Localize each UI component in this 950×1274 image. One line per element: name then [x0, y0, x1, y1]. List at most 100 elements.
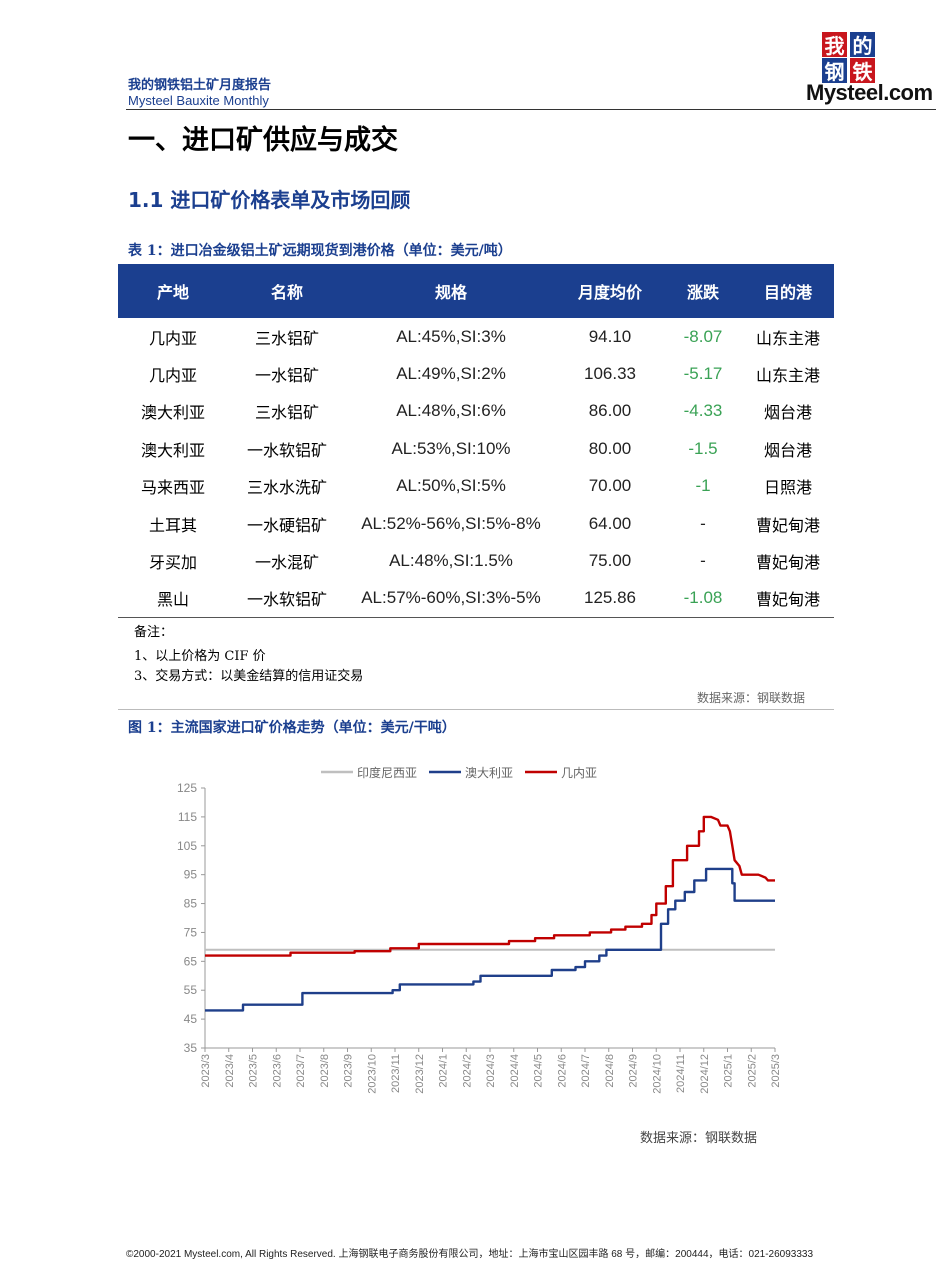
cell-name: 三水水洗矿: [246, 478, 327, 498]
cell-origin: 马来西亚: [140, 478, 205, 498]
cell-change: -4.33: [683, 401, 723, 421]
table-row: 澳大利亚 一水软铝矿 AL:53%,SI:10% 80.00 -1.5 烟台港: [118, 430, 834, 467]
y-tick-label: 55: [184, 983, 198, 997]
cell-spec: AL:45%,SI:3%: [396, 326, 506, 346]
col-header-avg-price: 月度均价: [556, 264, 664, 318]
cell-port: 曹妃甸港: [755, 515, 820, 535]
cell-name: 三水铝矿: [254, 328, 319, 348]
table-caption: 表 1：进口冶金级铝土矿远期现货到港价格（单位：美元/吨）: [128, 243, 512, 259]
x-tick-label: 2024/12: [699, 1054, 711, 1094]
cell-origin: 几内亚: [148, 366, 197, 386]
y-tick-label: 115: [178, 810, 197, 824]
cell-change: -: [700, 513, 706, 533]
col-header-spec: 规格: [346, 264, 556, 318]
cell-port: 山东主港: [755, 328, 820, 348]
x-tick-label: 2023/11: [390, 1054, 402, 1093]
series-line: [205, 815, 775, 957]
cell-origin: 黑山: [118, 579, 228, 619]
cell-port: 日照港: [763, 478, 812, 498]
note-line-2: 3、交易方式：以美金结算的信用证交易: [134, 669, 364, 684]
figure-source: 数据来源：钢联数据: [640, 1131, 758, 1146]
table-row: 几内亚 三水铝矿 AL:45%,SI:3% 94.10 -8.07 山东主港: [118, 318, 834, 355]
cell-avg-price: 75.00: [588, 551, 632, 571]
cell-spec: AL:57%-60%,SI:3%-5%: [346, 579, 556, 619]
cell-port: 曹妃甸港: [755, 553, 820, 573]
x-tick-label: 2023/4: [224, 1054, 236, 1088]
legend-label: 几内亚: [561, 766, 597, 780]
x-tick-label: 2025/1: [723, 1054, 735, 1088]
x-tick-label: 2024/9: [628, 1054, 640, 1088]
col-header-name: 名称: [228, 264, 346, 318]
table-row: 几内亚 一水铝矿 AL:49%,SI:2% 106.33 -5.17 山东主港: [118, 355, 834, 392]
logo-char-4: 铁: [850, 58, 875, 84]
x-tick-label: 2023/5: [248, 1054, 260, 1088]
cell-change: -1.08: [664, 579, 742, 619]
table-source: 数据来源：钢联数据: [697, 691, 806, 705]
cell-port: 烟台港: [763, 440, 812, 460]
cell-avg-price: 86.00: [588, 401, 632, 421]
cell-name: 一水铝矿: [254, 366, 319, 386]
note-label: 备注：: [134, 625, 174, 640]
x-tick-label: 2023/6: [271, 1054, 283, 1088]
y-tick-label: 45: [184, 1012, 198, 1026]
cell-avg-price: 106.33: [584, 364, 636, 384]
report-title-cn: 我的钢铁铝土矿月度报告: [128, 78, 272, 93]
cell-avg-price: 80.00: [588, 438, 632, 458]
y-tick-label: 35: [184, 1041, 198, 1055]
mysteel-logo: 我 的 钢 铁 Mysteel.com: [806, 30, 936, 110]
x-tick-label: 2024/3: [485, 1054, 497, 1088]
section-title: 一、进口矿供应与成交: [128, 125, 398, 156]
cell-spec: AL:50%,SI:5%: [396, 476, 506, 496]
x-tick-label: 2024/8: [604, 1054, 616, 1088]
cell-change: -1.5: [688, 438, 718, 458]
y-tick-label: 105: [177, 839, 197, 853]
figure-caption: 图 1：主流国家进口矿价格走势（单位：美元/干吨）: [128, 720, 456, 736]
cell-name: 一水混矿: [254, 553, 319, 573]
section-divider: [118, 709, 834, 710]
logo-char-3: 钢: [822, 58, 847, 84]
cell-name: 一水硬铝矿: [246, 515, 327, 535]
cell-origin: 牙买加: [148, 553, 197, 573]
y-tick-label: 75: [184, 925, 198, 939]
x-tick-label: 2024/7: [580, 1054, 592, 1088]
x-tick-label: 2023/8: [319, 1054, 331, 1088]
cell-port: 烟台港: [763, 403, 812, 423]
cell-spec: AL:52%-56%,SI:5%-8%: [361, 513, 541, 533]
x-tick-label: 2023/9: [343, 1054, 355, 1088]
x-tick-label: 2023/10: [366, 1054, 378, 1094]
y-tick-label: 65: [184, 954, 198, 968]
note-line-1: 1、以上价格为 CIF 价: [134, 649, 266, 664]
table-row: 澳大利亚 三水铝矿 AL:48%,SI:6% 86.00 -4.33 烟台港: [118, 393, 834, 430]
x-tick-label: 2024/5: [533, 1054, 545, 1088]
cell-change: -8.07: [683, 326, 723, 346]
x-tick-label: 2025/2: [746, 1054, 758, 1088]
cell-spec: AL:48%,SI:1.5%: [389, 551, 513, 571]
cell-origin: 土耳其: [148, 515, 197, 535]
x-tick-label: 2023/7: [295, 1054, 307, 1088]
logo-char-1: 我: [822, 32, 847, 58]
cell-change: -5.17: [683, 364, 723, 384]
x-tick-label: 2023/3: [200, 1054, 212, 1088]
x-tick-label: 2024/10: [651, 1054, 663, 1094]
table-row: 土耳其 一水硬铝矿 AL:52%-56%,SI:5%-8% 64.00 - 曹妃甸港: [118, 505, 834, 542]
cell-avg-price: 70.00: [588, 476, 632, 496]
table-row: 马来西亚 三水水洗矿 AL:50%,SI:5% 70.00 -1 日照港: [118, 468, 834, 505]
x-tick-label: 2024/11: [675, 1054, 687, 1093]
y-tick-label: 125: [177, 781, 197, 795]
table-row: 牙买加 一水混矿 AL:48%,SI:1.5% 75.00 - 曹妃甸港: [118, 542, 834, 579]
table-row: 黑山 一水软铝矿 AL:57%-60%,SI:3%-5% 125.86 -1.08 曹妃甸…: [118, 579, 834, 619]
legend-label: 印度尼西亚: [357, 765, 417, 780]
table-header-row: 产地 名称 规格 月度均价 涨跌 目的港: [118, 264, 834, 318]
cell-port: 曹妃甸港: [742, 579, 834, 619]
col-header-change: 涨跌: [664, 264, 742, 318]
x-tick-label: 2024/1: [438, 1054, 450, 1088]
cell-avg-price: 64.00: [588, 513, 632, 533]
y-tick-label: 95: [184, 868, 198, 882]
y-tick-label: 85: [184, 897, 198, 911]
logo-char-2: 的: [850, 32, 875, 58]
x-tick-label: 2024/6: [556, 1054, 568, 1088]
series-line: [205, 867, 775, 1012]
x-tick-label: 2025/3: [770, 1054, 782, 1088]
header-divider: [126, 109, 936, 110]
cell-spec: AL:49%,SI:2%: [396, 364, 506, 384]
